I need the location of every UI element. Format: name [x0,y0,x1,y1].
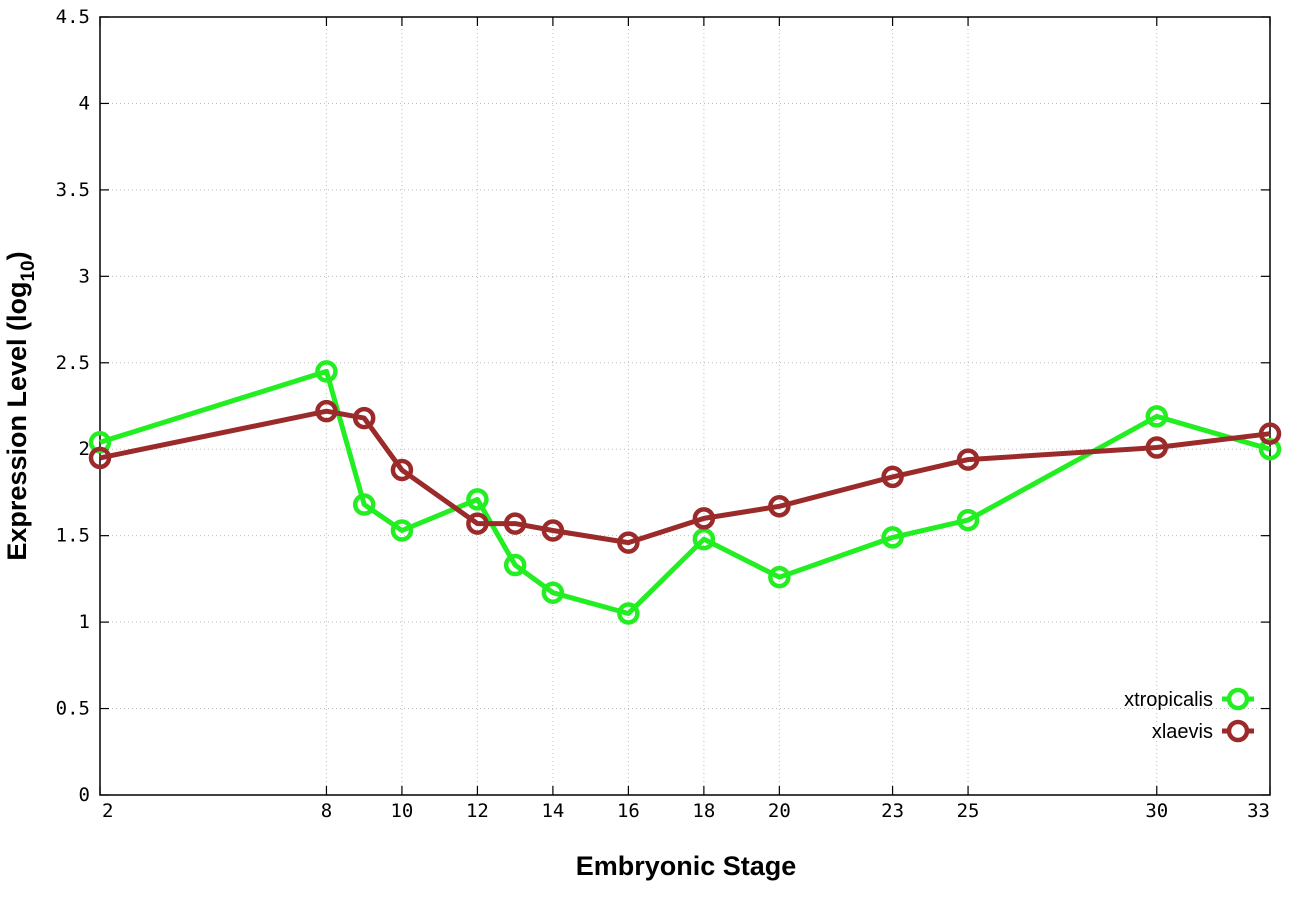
data-point-xlaevis [541,519,565,542]
legend-marker-sample [1226,687,1250,711]
y-tick-label: 0 [79,784,90,806]
y-tick-label: 4 [79,92,90,114]
y-axis-title-main: Expression Level (log [2,282,32,561]
data-point-xlaevis [617,531,640,554]
plot-frame [99,16,1271,796]
data-point-xtropicalis [466,488,489,511]
x-tick-label: 20 [768,800,791,822]
series-xlaevis [88,399,1282,554]
data-point-xlaevis [881,465,904,489]
legend-marker-sample [1226,719,1250,743]
series-line-xtropicalis [99,368,1271,616]
y-tick-label: 1 [79,611,90,633]
legend-entry-xtropicalis: xtropicalis [1124,687,1254,711]
x-axis-title: Embryonic Stage [576,851,797,881]
data-point-xlaevis [315,399,338,423]
series-line-xlaevis [99,408,1271,546]
data-point-xtropicalis [692,527,716,551]
data-point-xtropicalis [1145,405,1169,428]
data-point-xtropicalis [956,508,980,532]
x-tick-label: 30 [1145,800,1168,822]
data-point-xlaevis [692,507,716,530]
x-tick-label: 18 [692,800,715,822]
data-point-xtropicalis [881,526,904,549]
data-point-xtropicalis [352,493,376,516]
x-tick-label: 23 [881,800,904,822]
data-point-xlaevis [352,406,376,430]
y-axis-title-close: ) [2,251,32,260]
data-point-xtropicalis [541,581,565,604]
series-layer [88,360,1282,625]
data-point-xlaevis [466,512,489,535]
y-tick-label: 4.5 [56,6,90,28]
grid-lines [100,17,1270,795]
data-point-xlaevis [390,458,414,482]
x-tick-label: 10 [390,800,413,822]
y-tick-label: 0.5 [56,698,90,720]
data-point-xlaevis [1258,422,1282,445]
legend-label: xlaevis [1152,721,1213,743]
y-tick-label: 3.5 [56,179,90,201]
data-point-xlaevis [503,512,527,535]
x-tick-label: 2 [102,800,113,822]
data-point-xlaevis [1145,436,1169,459]
data-point-xtropicalis [88,431,112,454]
data-point-xtropicalis [503,553,527,577]
axis-ticks: 0 0.5 1 1.5 2 2.5 3 3.5 4 4.5 2 8 10 12 14 16 18 20 23 25 30… [56,6,1271,822]
y-axis-title-subscript: 10 [18,260,39,281]
y-tick-label: 3 [79,265,90,287]
y-tick-label: 2 [79,438,90,460]
x-tick-label: 14 [541,800,564,822]
data-point-xtropicalis [768,565,791,589]
data-point-xtropicalis [1258,437,1282,461]
legend: xtropicalis xlaevis [1124,687,1254,743]
y-tick-label: 2.5 [56,352,90,374]
x-tick-label: 12 [466,800,489,822]
data-point-xlaevis [88,446,112,470]
x-tick-label: 33 [1247,800,1270,822]
y-axis-title: Expression Level (log10) [2,251,39,560]
data-point-xlaevis [768,495,791,518]
x-tick-label: 25 [957,800,980,822]
legend-entry-xlaevis: xlaevis [1152,719,1254,743]
data-point-xlaevis [956,448,980,471]
data-point-xtropicalis [390,519,414,542]
x-tick-label: 8 [321,800,332,822]
data-point-xtropicalis [617,602,640,625]
y-tick-label: 1.5 [56,525,90,547]
series-xtropicalis [88,360,1282,625]
data-point-xtropicalis [315,360,338,383]
x-tick-label: 16 [617,800,640,822]
legend-label: xtropicalis [1124,689,1213,711]
